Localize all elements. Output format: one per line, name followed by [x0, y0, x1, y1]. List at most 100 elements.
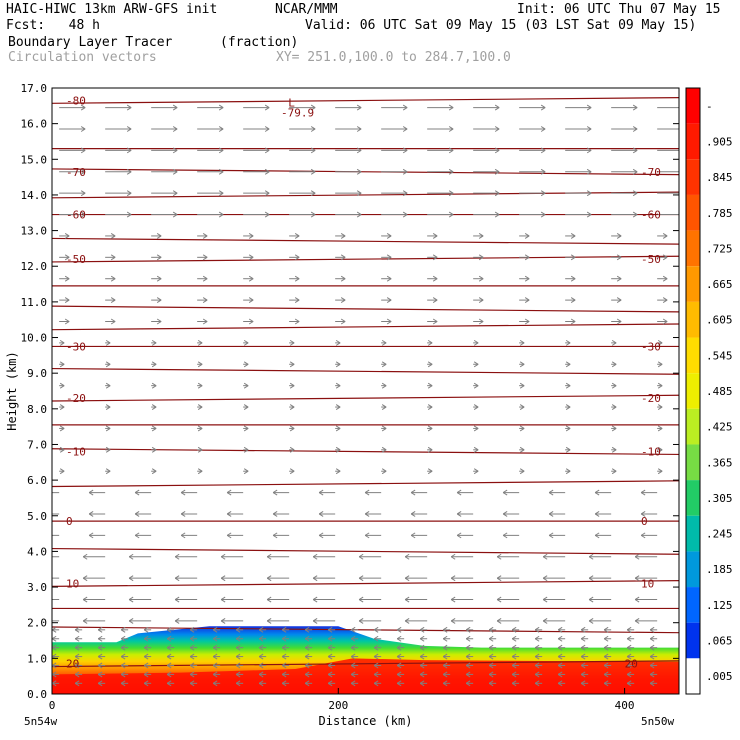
contour-label-right: -60	[641, 209, 661, 222]
wind-vector	[318, 532, 336, 539]
wind-vector	[197, 254, 208, 261]
wind-vector	[580, 626, 589, 633]
wind-vector	[59, 339, 65, 346]
wind-vector	[381, 361, 387, 368]
wind-vector	[189, 680, 198, 687]
wind-vector	[289, 468, 295, 475]
colorbar-label: .305	[706, 492, 733, 505]
wind-vector	[404, 617, 428, 624]
wind-vector	[473, 190, 500, 197]
wind-vector	[289, 446, 295, 453]
wind-vector	[120, 662, 129, 669]
wind-vector	[657, 382, 663, 389]
wind-vector	[151, 404, 157, 410]
wind-vector	[197, 404, 203, 410]
wind-vector	[396, 671, 405, 678]
wind-vector	[519, 361, 525, 368]
wind-vector	[243, 339, 249, 346]
low-marker: L	[288, 97, 295, 110]
wind-vector	[243, 233, 254, 239]
wind-vector	[151, 233, 162, 239]
forecast-hour: Fcst: 48 h	[6, 18, 100, 33]
wind-vector	[580, 680, 589, 687]
wind-vector	[611, 233, 622, 239]
colorbar-swatch	[686, 622, 700, 659]
wind-vector	[197, 168, 224, 175]
wind-vector	[511, 653, 520, 660]
wind-vector	[243, 468, 249, 475]
wind-vector	[488, 635, 497, 642]
wind-vector	[603, 680, 612, 687]
contour-label-right: 10	[641, 577, 654, 590]
temperature-contour	[52, 323, 679, 331]
wind-vector	[350, 662, 359, 669]
wind-vector	[396, 644, 405, 651]
wind-vector	[166, 662, 175, 669]
wind-vector	[350, 635, 359, 642]
wind-vector	[465, 680, 474, 687]
wind-vector	[373, 635, 382, 642]
wind-vector	[657, 425, 663, 432]
wind-vector	[580, 662, 589, 669]
colorbar-frame	[685, 87, 701, 695]
colorbar-label: .725	[706, 242, 733, 255]
wind-vector	[243, 404, 249, 410]
wind-vector	[151, 361, 157, 368]
wind-vector	[381, 168, 408, 175]
wind-vector	[396, 680, 405, 687]
wind-vector	[59, 318, 70, 325]
wind-vector	[52, 513, 60, 515]
wind-vector	[473, 211, 500, 218]
wind-vector	[473, 361, 479, 368]
wind-vector	[258, 653, 267, 660]
colorbar-label: .845	[706, 171, 733, 184]
colorbar-swatch	[686, 587, 700, 623]
wind-vector	[105, 254, 116, 261]
contour-label-right: -50	[641, 253, 661, 266]
wind-vector	[611, 190, 638, 197]
field-units: (fraction)	[220, 35, 299, 50]
colorbar-swatch	[686, 88, 700, 124]
wind-vector	[243, 361, 249, 368]
wind-vector	[105, 297, 116, 304]
colorbar-swatch	[686, 123, 700, 160]
wind-vector	[304, 635, 313, 642]
wind-vector	[97, 653, 106, 660]
wind-vector	[557, 671, 566, 678]
wind-vector	[197, 211, 224, 218]
y-tick-label: 10.0	[21, 332, 48, 345]
wind-vector	[197, 382, 203, 389]
wind-vector	[243, 168, 270, 175]
wind-vector	[611, 404, 617, 410]
wind-vector	[105, 425, 111, 432]
wind-vector	[373, 662, 382, 669]
wind-vector	[59, 254, 70, 261]
wind-vector	[235, 626, 244, 633]
wind-vector	[450, 596, 474, 603]
wind-vector	[166, 635, 175, 642]
wind-vector	[335, 382, 341, 389]
wind-vector	[105, 318, 116, 325]
wind-vector	[151, 446, 157, 453]
wind-vector	[511, 680, 520, 687]
wind-vector	[304, 644, 313, 651]
wind-vector	[657, 361, 663, 368]
x-end-label-left: 5n54w	[24, 715, 57, 728]
wind-vector	[281, 635, 290, 642]
wind-vector	[611, 126, 638, 132]
contour-label-right: 0	[641, 515, 648, 528]
wind-vector	[212, 671, 221, 678]
wind-vector	[473, 275, 484, 282]
contour-label-right: 20	[625, 658, 638, 671]
wind-vector	[565, 318, 576, 325]
contour-label-left: 0	[66, 515, 73, 528]
wind-vector	[59, 190, 86, 197]
colorbar-swatch	[686, 408, 700, 445]
wind-vector	[88, 511, 106, 517]
wind-vector	[588, 596, 612, 603]
wind-vector	[59, 168, 86, 175]
wind-vector	[243, 318, 254, 325]
wind-vector	[272, 489, 290, 496]
wind-vector	[258, 671, 267, 678]
